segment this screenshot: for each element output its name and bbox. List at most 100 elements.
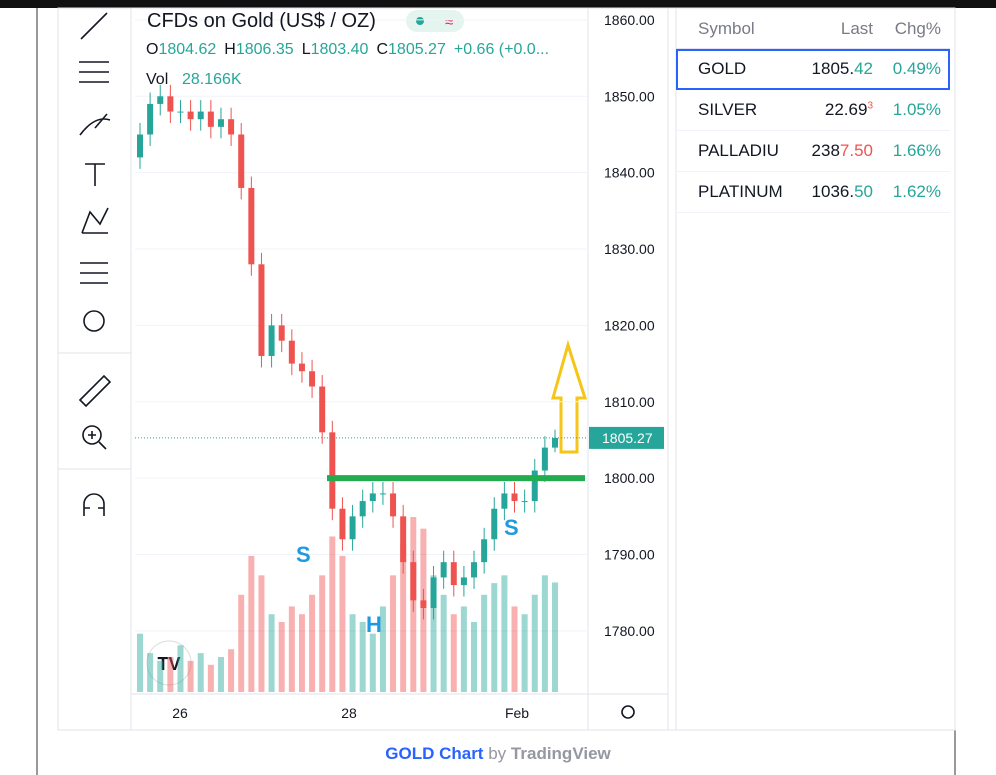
pattern-label: H (366, 612, 382, 637)
candle-body (379, 493, 386, 495)
header-cell: Symbol (698, 19, 755, 38)
y-tick-label: 1820.00 (604, 317, 655, 333)
watchlist-row[interactable]: PALLADIU 2387.50 1.66% (676, 131, 950, 172)
y-tick-label: 1800.00 (604, 470, 655, 486)
last-sup: 3 (867, 100, 873, 112)
ruler-tool[interactable] (78, 374, 112, 408)
pattern-tool[interactable] (81, 207, 109, 234)
candle-body (369, 493, 376, 502)
y-tick-label: 1850.00 (604, 88, 655, 104)
candle-body (552, 437, 558, 448)
volume-bar (207, 664, 214, 692)
candle-body (410, 562, 417, 601)
emoji-tool[interactable] (83, 310, 105, 332)
volume-bar (379, 606, 386, 692)
volume-bar (187, 660, 194, 692)
candle-body (278, 325, 285, 341)
volume-bar (197, 653, 204, 692)
volume-bar (147, 653, 154, 692)
candle-body (157, 96, 164, 104)
settings-button[interactable] (621, 705, 635, 719)
candle-body (177, 111, 184, 113)
change: 1.66% (892, 141, 941, 160)
volume-bar (339, 555, 346, 692)
candle-body (390, 493, 397, 517)
volume-bar (531, 594, 538, 692)
last-price-label: 1805.27 (602, 430, 653, 446)
last-tail: 7.50 (839, 141, 873, 160)
volume-bar (228, 649, 235, 692)
volume-bar (288, 606, 295, 692)
vol-value: 28.166K (182, 71, 242, 88)
watchlist-row[interactable]: GOLD 1805.42 0.49% (676, 49, 950, 90)
y-tick-label: 1780.00 (604, 623, 655, 639)
candle-body (238, 134, 245, 188)
candle-body (167, 96, 174, 112)
footer-brand[interactable]: TradingView (510, 744, 611, 763)
trend-line-tool[interactable] (80, 12, 108, 40)
candle-body (288, 340, 295, 364)
symbol: PLATINUM (698, 182, 783, 201)
candle-body (400, 516, 407, 563)
volume-bar (177, 645, 184, 692)
change: 1.62% (892, 182, 941, 201)
ohlc-value: 1804.62 (158, 41, 216, 58)
candle-body (137, 134, 143, 158)
ohlc-value: 1805.27 (388, 41, 446, 58)
volume-bar (552, 582, 558, 692)
status-dot (416, 17, 424, 25)
volume-bar (167, 657, 174, 692)
candle-body (491, 508, 498, 540)
ohlc-key: O (146, 41, 158, 58)
text-tool[interactable] (85, 163, 105, 186)
last-main: 22.69 (824, 100, 868, 119)
candle-body (349, 516, 356, 540)
volume-bar (309, 594, 316, 692)
candle-body (531, 470, 538, 502)
magnet-tool[interactable] (83, 493, 105, 516)
candle-body (319, 386, 326, 433)
footer-link[interactable]: GOLD Chart (385, 744, 484, 763)
candle-body (430, 577, 437, 608)
zoom-tool[interactable] (82, 425, 102, 445)
brush-tool[interactable] (79, 113, 111, 136)
volume-bar (541, 575, 548, 692)
last-price: 22.693 (793, 100, 873, 120)
change: 1.05% (892, 100, 941, 119)
ohlc: O1804.62 H1806.35 L1803.40 C1805.27 +0.66 (+… (146, 41, 549, 58)
candle-body (309, 371, 316, 387)
candle-body (460, 577, 467, 586)
title: CFDs on Gold (US$ / OZ) (147, 10, 376, 32)
volume-bar (238, 594, 245, 692)
volume-bar (137, 633, 143, 692)
y-tick-label: 1830.00 (604, 241, 655, 257)
candle-body (339, 508, 346, 540)
prediction-tool[interactable] (80, 262, 108, 284)
watchlist-row[interactable]: PLATINUM 1036.50 1.62% (676, 172, 950, 213)
volume-bar (521, 614, 528, 692)
candle-body (521, 501, 528, 503)
last-main: 238 (811, 141, 840, 160)
volume-bar (248, 555, 255, 692)
watchlist-row[interactable]: SILVER 22.693 1.05% (676, 90, 950, 131)
candle-body (258, 264, 265, 356)
candle-body (511, 493, 518, 502)
volume-bar (491, 583, 498, 692)
candle-body (541, 447, 548, 471)
candle-body (440, 562, 447, 578)
candle-body (217, 119, 224, 127)
status-icon: ≈ (445, 14, 453, 31)
x-tick-label: 28 (341, 705, 357, 721)
volume-bar (390, 575, 397, 692)
volume-bar (460, 606, 467, 692)
volume-bar (349, 614, 356, 692)
last-tail: 50 (854, 182, 873, 201)
volume-bar (278, 622, 285, 692)
ohlc-value: 1803.40 (311, 41, 369, 58)
candle-body (450, 562, 457, 586)
x-tick-label: 26 (172, 705, 188, 721)
fib-tool[interactable] (79, 61, 109, 83)
watchlist: Symbol Last Chg% GOLD 1805.42 0.49% SILVER 2… (676, 10, 950, 213)
volume-bar (268, 614, 275, 692)
